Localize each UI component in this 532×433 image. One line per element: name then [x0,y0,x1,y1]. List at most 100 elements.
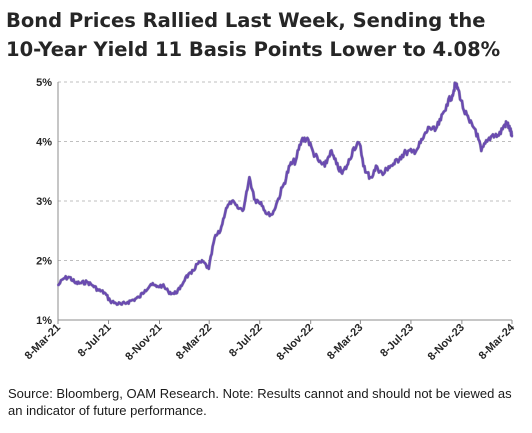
data-point [207,267,210,270]
x-tick-label: 8-Mar-21 [23,322,63,362]
data-point [74,282,77,285]
data-point [370,176,373,179]
data-point [480,150,483,152]
data-point [260,201,262,204]
data-point [405,151,407,154]
series-line-10y-yield [57,81,514,306]
x-tick-label: 8-Mar-22 [174,322,214,362]
data-point [323,165,326,168]
data-point [126,301,129,304]
data-point [486,140,489,143]
data-point [347,163,349,166]
data-point [254,198,257,201]
data-point [474,128,477,131]
data-point [387,165,390,168]
data-point [68,276,71,279]
data-point [399,156,402,158]
data-point [190,272,193,275]
data-point [265,213,268,215]
data-point [318,160,320,163]
data-point [468,121,471,124]
data-point [155,285,158,288]
data-point [511,135,513,138]
data-point [289,164,291,167]
x-tick-label: 8-Nov-22 [274,322,315,363]
data-point [161,284,164,287]
data-point [132,298,135,301]
series [56,81,514,307]
data-point [138,296,141,299]
data-point [202,260,204,263]
series-line-shadow [56,81,514,307]
data-point [428,126,431,129]
data-point [439,119,442,121]
data-point [91,284,94,287]
x-tick-label: 8-Nov-23 [426,322,467,363]
data-point [509,129,512,132]
data-point [236,207,239,210]
data-point [86,281,88,283]
data-point [329,150,332,152]
data-point [109,300,112,302]
data-point [184,276,187,279]
y-tick-labels: 1% 2% 3% 4% 5% [36,77,52,327]
x-tick-label: 8-Jul-21 [76,322,114,360]
x-tick-label: 8-Nov-21 [123,322,164,363]
x-tick-label: 8-Jul-22 [227,322,265,360]
data-point [445,103,448,106]
data-point [306,137,309,139]
data-point [80,282,83,285]
data-point [173,292,175,295]
data-point [335,163,338,166]
data-point [97,289,100,292]
data-point [248,176,251,179]
data-point [358,142,361,145]
data-point [506,122,509,125]
data-point [167,290,170,293]
data-point [225,207,228,210]
x-tick-label: 8-Jul-23 [378,322,416,360]
x-tick-label: 8-Mar-24 [477,321,518,362]
data-point [196,263,199,265]
data-point [503,123,506,126]
data-point [149,283,152,286]
data-point [144,289,146,292]
data-point [62,277,65,280]
gridlines [58,81,512,261]
data-point [463,109,465,112]
data-point [451,94,454,96]
data-point [497,134,500,137]
data-point [219,229,222,232]
y-tick-label: 1% [36,315,52,327]
data-point [416,147,419,150]
source-note: Source: Bloomberg, OAM Research. Note: R… [8,386,512,418]
y-tick-label: 3% [36,196,52,208]
data-point [271,213,274,215]
y-tick-label: 2% [36,256,52,268]
data-point [410,151,413,154]
data-point [422,137,425,139]
chart-title: Bond Prices Rallied Last Week, Sending t… [6,9,501,61]
data-point [178,288,181,290]
data-point [213,236,216,239]
data-point [120,303,123,306]
data-point [434,129,436,132]
y-tick-label: 5% [36,77,52,89]
data-point [277,197,280,200]
data-point [283,182,286,185]
data-point [364,171,367,174]
data-point [57,284,59,287]
data-point [376,165,378,168]
data-point [393,163,396,166]
data-point [242,208,245,211]
axes [57,82,513,324]
data-point [352,146,355,149]
y-tick-label: 4% [36,137,52,149]
data-point [457,88,460,91]
data-point [492,133,494,136]
x-tick-label: 8-Mar-23 [325,322,365,362]
data-point [294,159,297,162]
data-point [231,200,233,202]
data-point [312,151,315,154]
